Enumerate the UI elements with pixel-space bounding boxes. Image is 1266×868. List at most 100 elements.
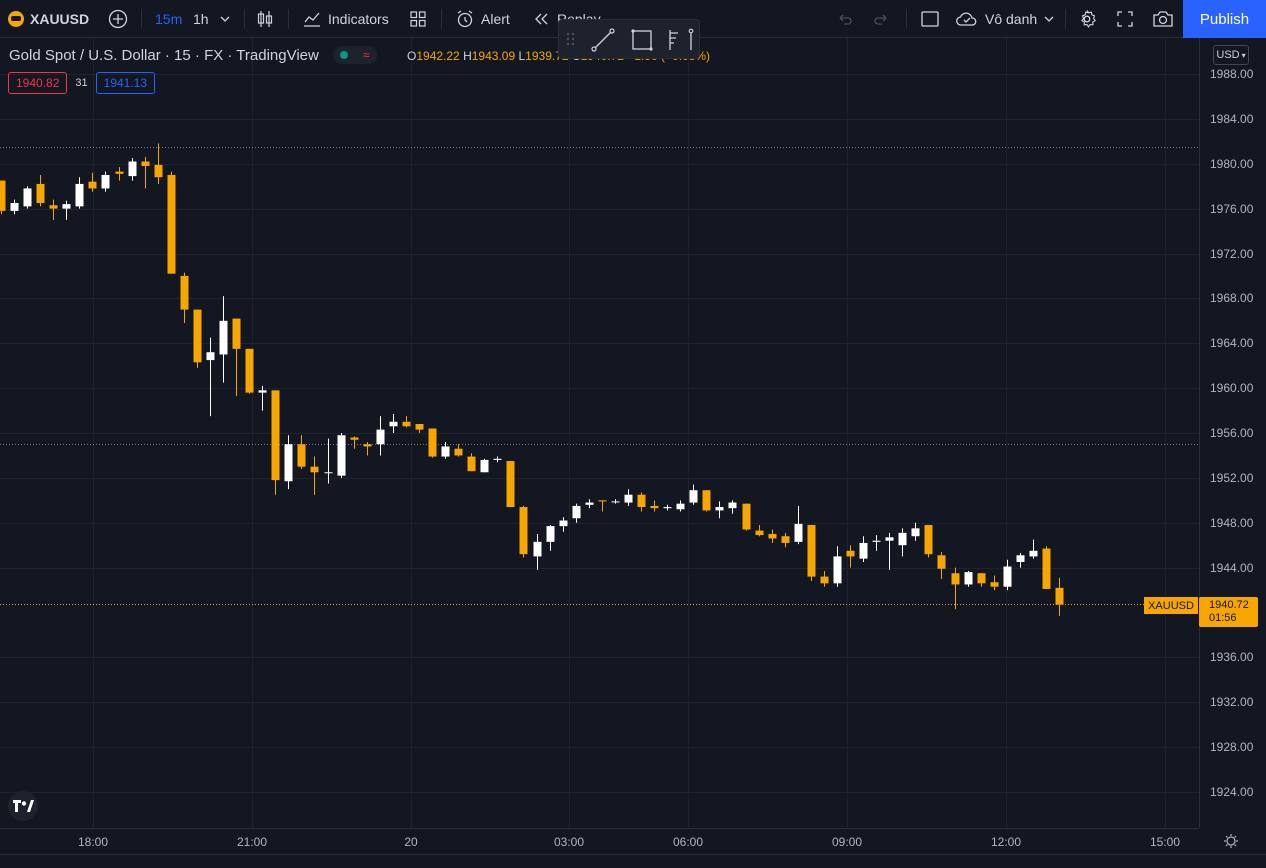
candle-body-down — [1055, 587, 1064, 605]
cloud-check-icon — [956, 12, 977, 26]
price-tick-label: 1988.00 — [1210, 67, 1254, 81]
price-axis[interactable]: USD ▾ 1988.00 1984.00 1980.00 1976.00 1972.00… — [1199, 38, 1266, 828]
interval-dropdown-button[interactable] — [219, 0, 231, 38]
indicators-icon — [304, 12, 320, 27]
price-tick-label: 1928.00 — [1210, 740, 1254, 755]
alert-button[interactable]: Alert — [455, 0, 510, 38]
candle-body-up — [10, 203, 19, 211]
interval-1h-button[interactable]: 1h — [193, 0, 209, 38]
trend-line-tool-icon[interactable] — [591, 28, 615, 52]
candle-body-up — [585, 502, 594, 505]
floating-drawing-toolbar — [558, 19, 700, 59]
chevron-down-icon: ▾ — [1241, 50, 1246, 60]
candle-body-up — [898, 532, 907, 546]
candle-body-down — [232, 318, 241, 349]
interval-15m-button[interactable]: 15m — [155, 0, 182, 38]
price-chart[interactable] — [0, 38, 1199, 828]
time-tick-label: 18:00 — [77, 835, 109, 849]
candle-body-down — [742, 503, 751, 530]
currency-label: USD — [1216, 49, 1240, 61]
chart-type-button[interactable] — [255, 0, 275, 38]
candle-body-down — [519, 507, 528, 555]
redo-button[interactable] — [872, 0, 890, 38]
candles-icon — [257, 11, 273, 27]
candle-body-up — [219, 320, 228, 355]
layout-select-button[interactable] — [920, 0, 940, 38]
price-tick-label: 1932.00 — [1210, 695, 1254, 710]
sun-gear-icon — [1224, 834, 1238, 848]
open-value: 1942.22 — [416, 49, 460, 63]
candle-body-up — [728, 502, 737, 509]
save-layout-button[interactable]: Vô danh — [955, 0, 1037, 38]
candle-body-down — [193, 309, 202, 363]
low-key: L — [518, 49, 526, 63]
candle-body-up — [911, 528, 920, 537]
high-key: H — [463, 49, 472, 63]
plus-circle-icon — [108, 9, 128, 29]
high-value: 1943.09 — [471, 49, 516, 63]
candle-body-up — [389, 421, 398, 427]
candle-body-down — [36, 183, 45, 204]
wave-icon: ≈ — [362, 48, 370, 62]
candle-body-up — [206, 352, 215, 361]
axis-settings-button[interactable] — [1223, 833, 1239, 854]
candle-body-down — [154, 164, 163, 178]
candle-body-down — [977, 573, 986, 584]
price-tick-label: 1948.00 — [1210, 515, 1254, 530]
price-tick-label: 1924.00 — [1210, 785, 1254, 799]
price-tick-label: 1968.00 — [1210, 291, 1254, 306]
gear-icon — [1081, 10, 1097, 28]
settings-button[interactable] — [1077, 0, 1097, 38]
candle-body-down — [310, 466, 319, 473]
market-status-indicator[interactable]: ≈ — [332, 46, 377, 64]
buy-price-button[interactable]: 1941.13 — [95, 72, 156, 94]
candle-body-up — [663, 507, 672, 509]
snapshot-button[interactable] — [1152, 0, 1174, 38]
currency-selector[interactable]: USD ▾ — [1213, 45, 1249, 65]
publish-button[interactable]: Publish — [1183, 0, 1266, 38]
candle-body-down — [637, 494, 646, 508]
candle-body-up — [1003, 566, 1012, 587]
candle-body-down — [245, 348, 254, 393]
candle-body-up — [859, 542, 868, 559]
candle-body-up — [533, 541, 542, 557]
candle-body-down — [781, 536, 790, 543]
compare-add-button[interactable] — [108, 0, 128, 38]
candle-body-down — [846, 550, 855, 557]
candle-body-up — [1029, 550, 1038, 557]
candle-body-up — [546, 526, 555, 542]
tradingview-logo-icon[interactable] — [8, 791, 38, 821]
market-open-dot-icon — [340, 51, 349, 59]
candle-body-up — [689, 490, 698, 503]
time-axis[interactable]: 18:00 21:00 20 03:00 06:00 09:00 12:00 15:00 — [0, 828, 1199, 854]
sell-price-button[interactable]: 1940.82 — [8, 72, 68, 94]
layout-dropdown-button[interactable] — [1043, 0, 1055, 38]
candle-body-down — [297, 444, 306, 467]
symbol-search-button[interactable]: XAUUSD — [8, 0, 89, 38]
rewind-icon — [535, 13, 548, 25]
candle-body-up — [23, 188, 32, 207]
gold-symbol-icon — [8, 11, 24, 27]
drag-handle-icon[interactable] — [566, 32, 575, 46]
publish-label: Publish — [1199, 10, 1250, 28]
fullscreen-button[interactable] — [1116, 0, 1134, 38]
indicators-button[interactable]: Indicators — [302, 0, 389, 38]
undo-button[interactable] — [836, 0, 854, 38]
candle-body-up — [885, 537, 894, 541]
indicators-label: Indicators — [328, 11, 389, 27]
bottom-panel-strip — [0, 854, 1266, 868]
candle-body-up — [324, 472, 333, 474]
templates-button[interactable] — [408, 0, 428, 38]
quote-panel: 1940.82 31 1941.13 — [8, 72, 156, 94]
alert-label: Alert — [481, 11, 510, 27]
chevron-down-icon — [1044, 16, 1054, 22]
candle-body-up — [376, 429, 385, 445]
candle-body-down — [467, 456, 476, 472]
series-title[interactable]: Gold Spot / U.S. Dollar · 15 · FX · Trad… — [9, 46, 319, 64]
candle-body-up — [101, 174, 110, 189]
spread-value: 31 — [75, 77, 88, 89]
time-tick-label: 15:00 — [1149, 835, 1181, 849]
fib-tool-icon[interactable] — [669, 28, 694, 50]
rectangle-tool-icon[interactable] — [631, 29, 653, 51]
